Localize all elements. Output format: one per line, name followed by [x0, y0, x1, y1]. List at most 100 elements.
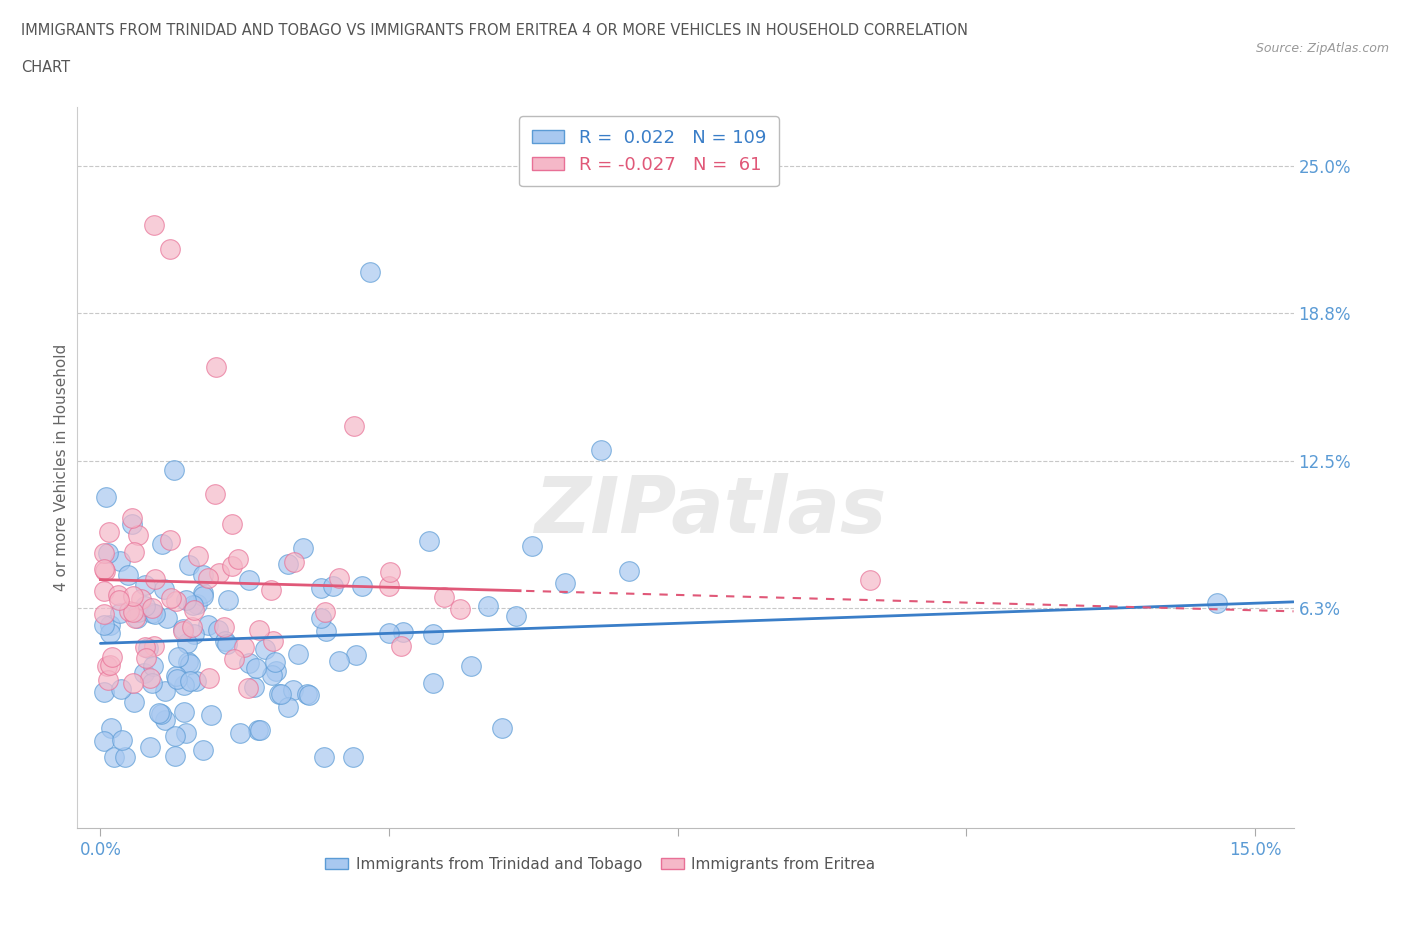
- Point: [378, 626, 401, 641]
- Point: [217, 592, 239, 607]
- Point: [145, 571, 167, 586]
- Point: [312, 750, 335, 764]
- Point: [322, 578, 344, 593]
- Point: [125, 611, 148, 626]
- Point: [93, 583, 115, 598]
- Point: [246, 723, 269, 737]
- Point: [93, 564, 115, 578]
- Point: [221, 516, 243, 531]
- Point: [309, 611, 332, 626]
- Point: [179, 673, 201, 688]
- Point: [449, 602, 471, 617]
- Point: [200, 708, 222, 723]
- Point: [96, 490, 118, 505]
- Point: [266, 663, 288, 678]
- Point: [93, 734, 115, 749]
- Point: [143, 218, 166, 232]
- Point: [141, 675, 163, 690]
- Point: [159, 241, 181, 256]
- Point: [121, 511, 143, 525]
- Point: [103, 750, 125, 764]
- Point: [141, 600, 163, 615]
- Point: [292, 540, 315, 555]
- Point: [181, 598, 204, 613]
- Point: [98, 625, 121, 640]
- Point: [149, 706, 172, 721]
- Point: [122, 588, 145, 603]
- Point: [191, 567, 214, 582]
- Point: [163, 463, 186, 478]
- Point: [97, 672, 120, 687]
- Point: [198, 671, 221, 685]
- Point: [260, 583, 283, 598]
- Point: [122, 695, 145, 710]
- Point: [1205, 596, 1227, 611]
- Point: [172, 622, 194, 637]
- Text: Source: ZipAtlas.com: Source: ZipAtlas.com: [1256, 42, 1389, 55]
- Point: [191, 742, 214, 757]
- Point: [101, 649, 124, 664]
- Point: [242, 680, 264, 695]
- Point: [262, 633, 284, 648]
- Text: CHART: CHART: [21, 60, 70, 75]
- Point: [93, 618, 115, 632]
- Point: [139, 739, 162, 754]
- Text: IMMIGRANTS FROM TRINIDAD AND TOBAGO VS IMMIGRANTS FROM ERITREA 4 OR MORE VEHICLE: IMMIGRANTS FROM TRINIDAD AND TOBAGO VS I…: [21, 23, 969, 38]
- Point: [159, 533, 181, 548]
- Point: [221, 559, 243, 574]
- Point: [166, 671, 188, 686]
- Point: [142, 658, 165, 673]
- Point: [277, 557, 299, 572]
- Point: [287, 646, 309, 661]
- Point: [110, 553, 132, 568]
- Point: [143, 639, 166, 654]
- Point: [153, 684, 176, 698]
- Point: [207, 623, 229, 638]
- Point: [422, 627, 444, 642]
- Point: [122, 604, 145, 619]
- Point: [163, 749, 186, 764]
- Point: [229, 725, 252, 740]
- Point: [204, 487, 226, 502]
- Point: [173, 678, 195, 693]
- Point: [224, 652, 246, 667]
- Point: [186, 596, 208, 611]
- Point: [378, 565, 401, 579]
- Point: [392, 624, 415, 639]
- Point: [93, 546, 115, 561]
- Point: [344, 648, 367, 663]
- Point: [418, 534, 440, 549]
- Point: [93, 562, 115, 577]
- Point: [254, 642, 277, 657]
- Text: ZIPatlas: ZIPatlas: [534, 472, 886, 549]
- Point: [270, 686, 292, 701]
- Point: [205, 360, 228, 375]
- Point: [166, 669, 188, 684]
- Point: [183, 627, 205, 642]
- Point: [238, 681, 260, 696]
- Point: [389, 638, 412, 653]
- Point: [277, 700, 299, 715]
- Point: [127, 527, 149, 542]
- Point: [127, 604, 149, 619]
- Point: [238, 573, 260, 588]
- Point: [93, 684, 115, 699]
- Point: [193, 588, 215, 603]
- Point: [121, 516, 143, 531]
- Point: [589, 442, 612, 457]
- Point: [214, 633, 236, 648]
- Point: [260, 667, 283, 682]
- Point: [295, 686, 318, 701]
- Point: [460, 658, 482, 673]
- Point: [114, 750, 136, 764]
- Point: [245, 660, 267, 675]
- Point: [267, 686, 290, 701]
- Point: [122, 545, 145, 560]
- Point: [859, 572, 882, 587]
- Point: [281, 683, 304, 698]
- Point: [217, 637, 239, 652]
- Point: [150, 537, 173, 551]
- Point: [283, 554, 305, 569]
- Point: [136, 641, 159, 656]
- Point: [174, 592, 197, 607]
